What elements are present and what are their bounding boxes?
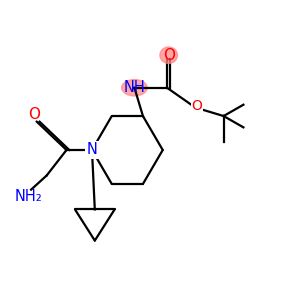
Text: O: O: [163, 48, 175, 63]
Ellipse shape: [160, 47, 178, 63]
Text: NH: NH: [124, 80, 145, 95]
Ellipse shape: [122, 80, 147, 96]
Text: N: N: [86, 142, 98, 158]
Text: NH₂: NH₂: [14, 189, 42, 204]
Text: O: O: [191, 99, 202, 113]
Text: O: O: [28, 107, 40, 122]
